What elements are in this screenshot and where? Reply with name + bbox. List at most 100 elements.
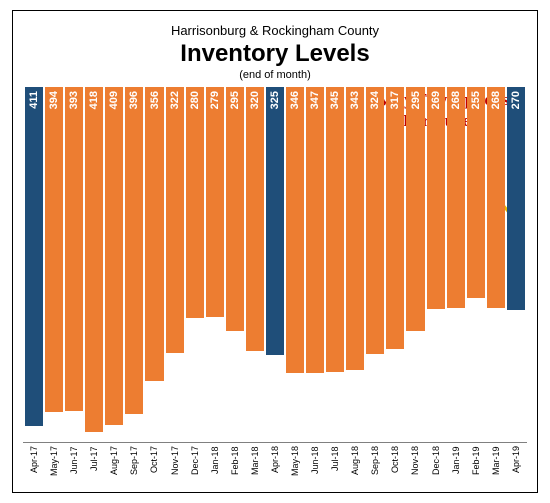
x-axis-label: Jul-18 [326,446,344,484]
chart-title: Inventory Levels [23,40,527,68]
bar-column: 268 [487,87,505,442]
x-axis-label: Aug-17 [105,446,123,484]
chart-subtitle-region: Harrisonburg & Rockingham County [23,23,527,38]
x-axis-label: Apr-17 [25,446,43,484]
x-axis: Apr-17May-17Jun-17Jul-17Aug-17Sep-17Oct-… [23,442,527,484]
x-axis-label: Jul-17 [85,446,103,484]
bar: 322 [166,87,184,353]
bar-column: 418 [85,87,103,442]
bar: 320 [246,87,264,351]
bar-value-label: 268 [490,91,502,109]
bar: 268 [487,87,505,308]
bar-column: 295 [406,87,424,442]
x-axis-label: Sep-17 [125,446,143,484]
bar-value-label: 295 [410,91,422,109]
bar-value-label: 317 [389,91,401,109]
bar: 268 [447,87,465,308]
bar-value-label: 280 [189,91,201,109]
x-axis-label: Dec-18 [427,446,445,484]
bar-value-label: 347 [309,91,321,109]
bar-value-label: 268 [450,91,462,109]
bar-column: 268 [447,87,465,442]
x-axis-label: Apr-18 [266,446,284,484]
bar-value-label: 269 [430,91,442,109]
bar-value-label: 325 [269,91,281,109]
x-axis-label: Nov-17 [166,446,184,484]
bar: 411 [25,87,43,426]
bar-column: 347 [306,87,324,442]
x-axis-label: Sep-18 [366,446,384,484]
chart-subtitle-note: (end of month) [23,69,527,81]
x-axis-label: Aug-18 [346,446,364,484]
x-axis-label: Feb-18 [226,446,244,484]
bar-value-label: 295 [229,91,241,109]
x-axis-label: May-17 [45,446,63,484]
bar-column: 356 [145,87,163,442]
bar: 280 [186,87,204,318]
bar: 409 [105,87,123,425]
bar-value-label: 343 [349,91,361,109]
bar-value-label: 356 [149,91,161,109]
bar: 346 [286,87,304,373]
bar-column: 345 [326,87,344,442]
bar-value-label: 320 [249,91,261,109]
chart-header: Harrisonburg & Rockingham County Invento… [23,23,527,81]
bar: 396 [125,87,143,414]
bar-column: 409 [105,87,123,442]
bar-column: 280 [186,87,204,442]
chart-container: Harrisonburg & Rockingham County Invento… [0,0,550,503]
bar: 317 [386,87,404,349]
bar-value-label: 393 [68,91,80,109]
bar-column: 394 [45,87,63,442]
bar-column: 270 [507,87,525,442]
x-axis-label: Dec-17 [186,446,204,484]
bar-value-label: 409 [108,91,120,109]
bar: 325 [266,87,284,355]
x-axis-label: Oct-18 [386,446,404,484]
bar: 345 [326,87,344,372]
bar-value-label: 411 [28,91,40,109]
bar-value-label: 418 [88,91,100,109]
bar-column: 396 [125,87,143,442]
bar: 347 [306,87,324,373]
bar-value-label: 270 [510,91,522,109]
bar: 343 [346,87,364,370]
chart-plot-area: 411 394 393 418 409 396 356 322 280 279 295 320 325 3… [23,87,527,442]
bar: 270 [507,87,525,310]
bar-column: 320 [246,87,264,442]
bar-group: 411 394 393 418 409 396 356 322 280 279 295 320 325 3… [23,87,527,442]
bar-column: 317 [386,87,404,442]
bar-value-label: 394 [48,91,60,109]
bar-column: 325 [266,87,284,442]
x-axis-label: May-18 [286,446,304,484]
bar-column: 346 [286,87,304,442]
x-axis-label: Apr-19 [507,446,525,484]
chart-frame: Harrisonburg & Rockingham County Invento… [12,10,538,493]
bar-value-label: 324 [369,91,381,109]
bar-value-label: 255 [470,91,482,109]
x-axis-label: Jun-18 [306,446,324,484]
bar: 356 [145,87,163,381]
bar-column: 279 [206,87,224,442]
x-axis-label: Jun-17 [65,446,83,484]
x-axis-label: Feb-19 [467,446,485,484]
bar: 418 [85,87,103,432]
x-axis-label: Oct-17 [145,446,163,484]
bar-value-label: 345 [329,91,341,109]
bar: 324 [366,87,384,354]
bar-column: 411 [25,87,43,442]
bar: 394 [45,87,63,412]
bar-column: 324 [366,87,384,442]
x-axis-label: Mar-19 [487,446,505,484]
x-axis-label: Nov-18 [406,446,424,484]
bar-column: 255 [467,87,485,442]
x-axis-label: Jan-19 [447,446,465,484]
bar-column: 269 [427,87,445,442]
bar-value-label: 396 [128,91,140,109]
bar: 295 [406,87,424,331]
bar-column: 295 [226,87,244,442]
bar-column: 393 [65,87,83,442]
bar-value-label: 279 [209,91,221,109]
bar: 279 [206,87,224,317]
bar-column: 322 [166,87,184,442]
